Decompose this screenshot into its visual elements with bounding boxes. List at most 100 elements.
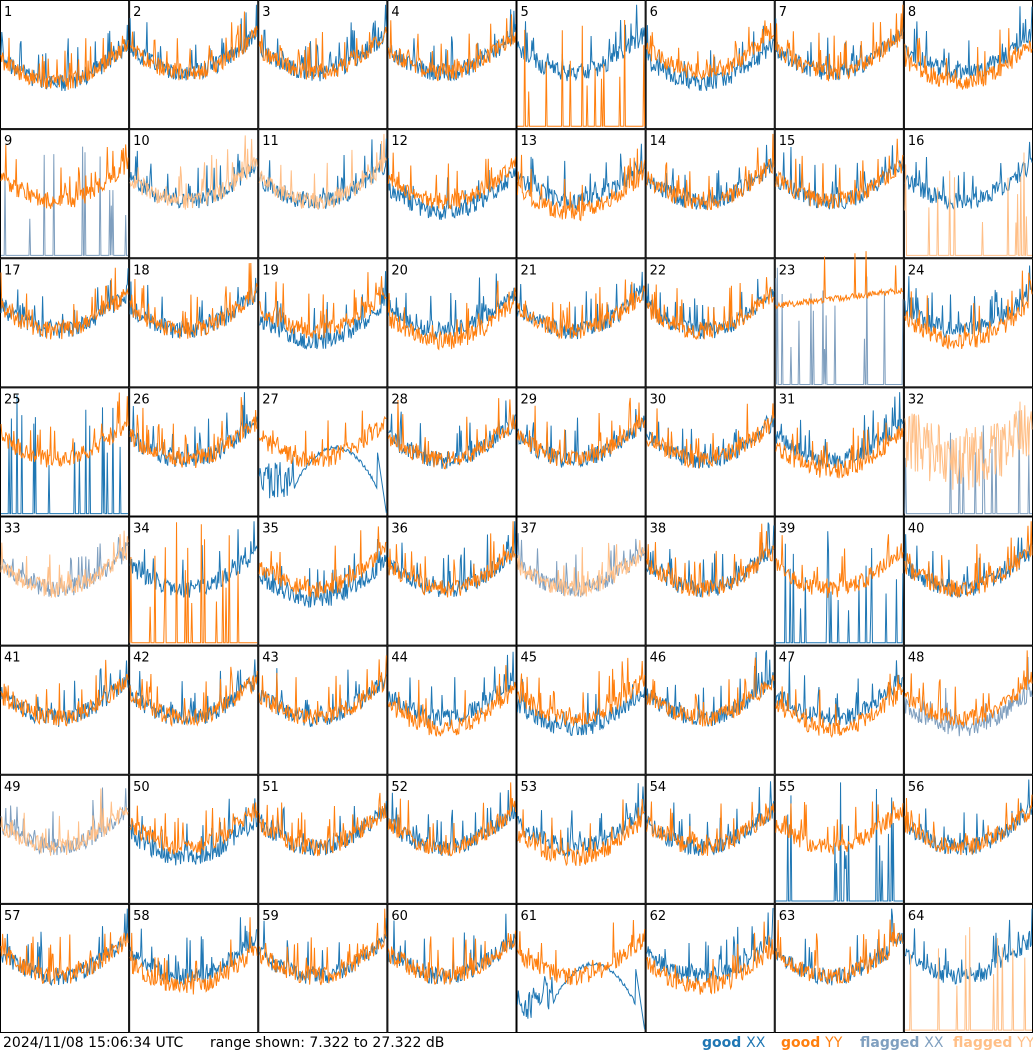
panel-frame xyxy=(129,0,259,130)
panel-28: 28 xyxy=(387,387,517,517)
panel-frame xyxy=(645,903,775,1033)
series-good-yy xyxy=(775,4,904,82)
panel-label: 5 xyxy=(521,5,529,20)
panel-label: 8 xyxy=(908,5,916,20)
panel-label: 63 xyxy=(779,909,796,924)
series-good-yy xyxy=(646,921,775,995)
series-good-yy xyxy=(129,263,258,339)
panel-frame xyxy=(774,0,904,130)
panel-52: 52 xyxy=(387,774,517,904)
series-good-xx xyxy=(646,25,775,91)
series-good-xx xyxy=(258,138,387,210)
series-good-yy xyxy=(775,422,904,479)
series-good-yy xyxy=(517,799,645,867)
panel-frame xyxy=(516,258,646,388)
panel-24: 24 xyxy=(903,258,1033,388)
series-good-yy xyxy=(387,280,516,351)
panel-frame xyxy=(645,129,775,259)
panel-47: 47 xyxy=(774,645,904,775)
series-good-yy xyxy=(904,28,1033,90)
series-good-xx xyxy=(775,660,904,726)
panel-frame xyxy=(516,645,646,775)
panel-26: 26 xyxy=(129,387,259,517)
panel-label: 24 xyxy=(908,263,925,278)
panel-label: 51 xyxy=(262,780,279,795)
series-good-yy xyxy=(775,138,904,210)
series-good-yy xyxy=(775,919,904,985)
panel-27: 27 xyxy=(258,387,388,517)
series-good-xx xyxy=(387,913,516,985)
series-good-yy xyxy=(129,397,258,469)
series-good-yy xyxy=(517,919,646,986)
series-good-yy xyxy=(387,665,516,737)
series-flagged-xx xyxy=(1,146,129,256)
panel-21: 21 xyxy=(516,258,646,388)
series-flagged-yy xyxy=(258,133,387,210)
panel-frame xyxy=(0,645,130,775)
series-good-xx xyxy=(129,4,258,81)
legend-flagged-xx: flagged XX xyxy=(860,1035,943,1051)
series-good-yy xyxy=(904,650,1033,727)
series-good-yy xyxy=(129,917,258,995)
panel-frame xyxy=(0,387,130,517)
panel-6: 6 xyxy=(645,0,775,130)
panel-frame xyxy=(0,516,130,646)
series-good-xx xyxy=(129,917,258,986)
series-flagged-xx xyxy=(775,267,904,385)
panel-30: 30 xyxy=(645,387,775,517)
series-good-yy xyxy=(775,534,904,598)
legend-good-yy-label: good xyxy=(781,1035,821,1051)
panel-label: 6 xyxy=(650,5,658,20)
panel-label: 52 xyxy=(391,780,408,795)
panel-label: 62 xyxy=(650,909,667,924)
series-good-xx xyxy=(646,144,775,210)
series-good-yy xyxy=(775,251,904,310)
panel-label: 22 xyxy=(650,263,667,278)
panel-53: 53 xyxy=(516,774,646,904)
legend-flagged-xx-pol: XX xyxy=(924,1035,944,1051)
panel-48: 48 xyxy=(903,645,1033,775)
series-good-yy xyxy=(517,657,646,726)
panel-frame xyxy=(516,129,646,259)
panel-frame xyxy=(258,516,388,646)
series-good-xx xyxy=(387,273,516,340)
panel-frame xyxy=(774,387,904,517)
series-good-yy xyxy=(258,26,387,80)
panel-label: 23 xyxy=(779,263,796,278)
panel-29: 29 xyxy=(516,387,646,517)
series-flagged-yy xyxy=(0,788,129,856)
panel-33: 33 xyxy=(0,516,130,646)
series-good-yy xyxy=(775,673,904,739)
panel-frame xyxy=(258,0,388,130)
panel-10: 10 xyxy=(129,129,259,259)
series-good-yy xyxy=(129,11,258,81)
series-flagged-yy xyxy=(904,152,1032,256)
panel-frame xyxy=(258,645,388,775)
panel-label: 55 xyxy=(779,780,796,795)
panel-20: 20 xyxy=(387,258,517,388)
panel-label: 59 xyxy=(262,909,279,924)
panel-frame xyxy=(774,903,904,1033)
panel-frame xyxy=(774,516,904,646)
series-good-yy xyxy=(387,152,516,210)
panel-42: 42 xyxy=(129,645,259,775)
panel-label: 35 xyxy=(262,522,279,537)
panel-label: 19 xyxy=(262,263,279,278)
range-shown: range shown: 7.322 to 27.322 dB xyxy=(210,1035,445,1051)
series-flagged-yy xyxy=(517,540,646,597)
panel-label: 25 xyxy=(4,392,21,407)
series-good-yy xyxy=(387,14,516,82)
panel-frame xyxy=(387,774,517,904)
panel-frame xyxy=(645,258,775,388)
panel-label: 61 xyxy=(521,909,538,924)
panel-frame xyxy=(258,129,388,259)
series-good-yy xyxy=(646,657,775,727)
series-good-yy xyxy=(646,277,775,341)
panel-label: 31 xyxy=(779,392,796,407)
panel-34: 34 xyxy=(129,516,259,646)
series-good-yy xyxy=(258,526,387,598)
panel-frame xyxy=(774,774,904,904)
series-good-yy xyxy=(904,270,1033,350)
legend-good-yy: good YY xyxy=(781,1035,842,1051)
panel-frame xyxy=(387,129,517,259)
